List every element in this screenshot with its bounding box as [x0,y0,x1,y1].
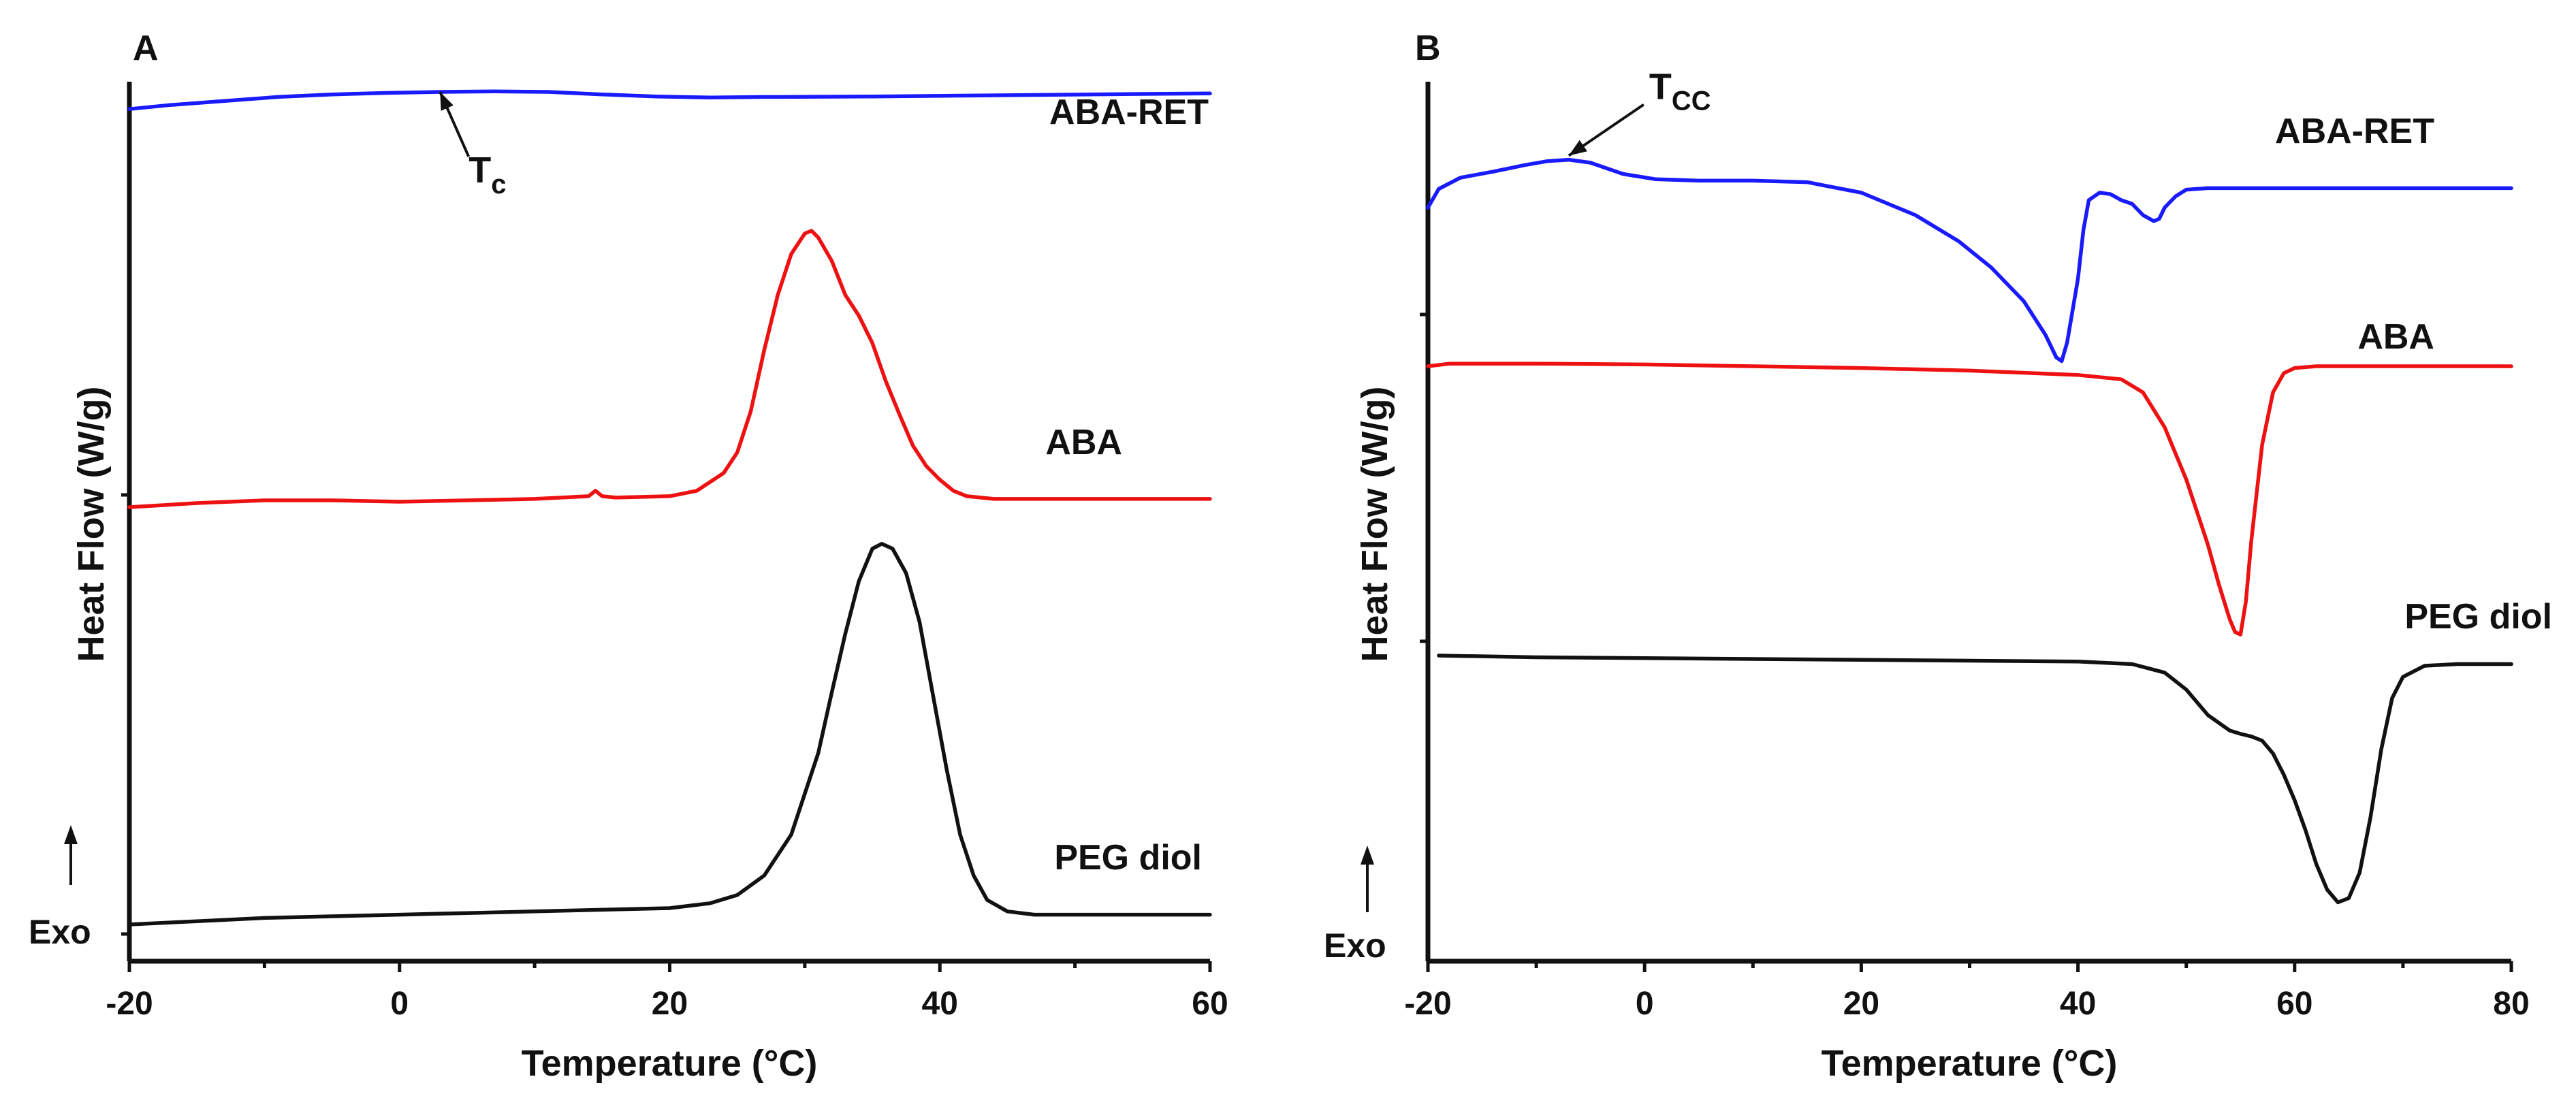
panel-b-x-tick-label: 0 [1636,986,1654,1022]
panel-b-series-aba-ret [1426,157,2513,364]
panel-b-x-axis-title: Temperature (°C) [1822,1043,2118,1084]
panel-a-series-peg-diol [127,542,1212,927]
panel-b-annotation-arrowhead [1568,140,1587,156]
panel-b-x-tick-label: 40 [2060,986,2096,1022]
panel-b-x-tick-label: -20 [1404,986,1451,1022]
panel-a-annotation-arrowhead [440,92,454,111]
panel-a-label: A [133,29,159,68]
panel-a-exo-label: Exo [29,913,91,951]
panel-b-annotation-label: TCC [1649,67,1711,116]
panel-b-x-tick-label: 80 [2493,986,2529,1022]
panel-b-legend-peg-diol: PEG diol [2404,597,2552,637]
panel-a-x-tick-label: 0 [390,986,409,1022]
panel-a-series-aba-ret [127,89,1212,111]
panel-b-x-tick-label: 20 [1843,986,1879,1022]
panel-b: B -20 0 20 40 60 80 ABA-RET ABA PEG diol TCC Tem… [1324,29,2552,1084]
panel-a-legend-peg-diol: PEG diol [1054,838,1202,877]
panel-b-series-peg-diol [1437,654,2513,905]
panel-a-exo-arrow-head [64,825,78,844]
panel-a-x-tick-label: 60 [1192,986,1228,1022]
panel-b-exo-arrow-head [1361,846,1374,865]
panel-a-y-axis-title: Heat Flow (W/g) [71,387,112,662]
panel-a-series-aba [127,229,1212,509]
panel-a-x-tick-label: -20 [106,986,153,1022]
panel-b-x-tick-label: 60 [2276,986,2312,1022]
panel-b-y-axis-title: Heat Flow (W/g) [1354,387,1395,662]
panel-b-exo-label: Exo [1324,927,1386,965]
panel-a: A -20 0 20 40 60 ABA-RET ABA PEG diol Tc Temper… [29,29,1228,1084]
panel-a-legend-aba-ret: ABA-RET [1049,93,1209,132]
panel-b-series-aba [1426,361,2513,637]
panel-b-label: B [1415,29,1441,68]
panel-b-legend-aba: ABA [2357,317,2434,357]
panel-a-x-axis-title: Temperature (°C) [522,1043,818,1084]
panel-b-legend-aba-ret: ABA-RET [2275,112,2434,151]
panel-a-x-tick-label: 40 [922,986,958,1022]
panel-a-annotation-label: Tc [468,150,506,199]
panel-a-legend-aba: ABA [1045,423,1122,462]
panel-a-x-tick-label: 20 [652,986,688,1022]
